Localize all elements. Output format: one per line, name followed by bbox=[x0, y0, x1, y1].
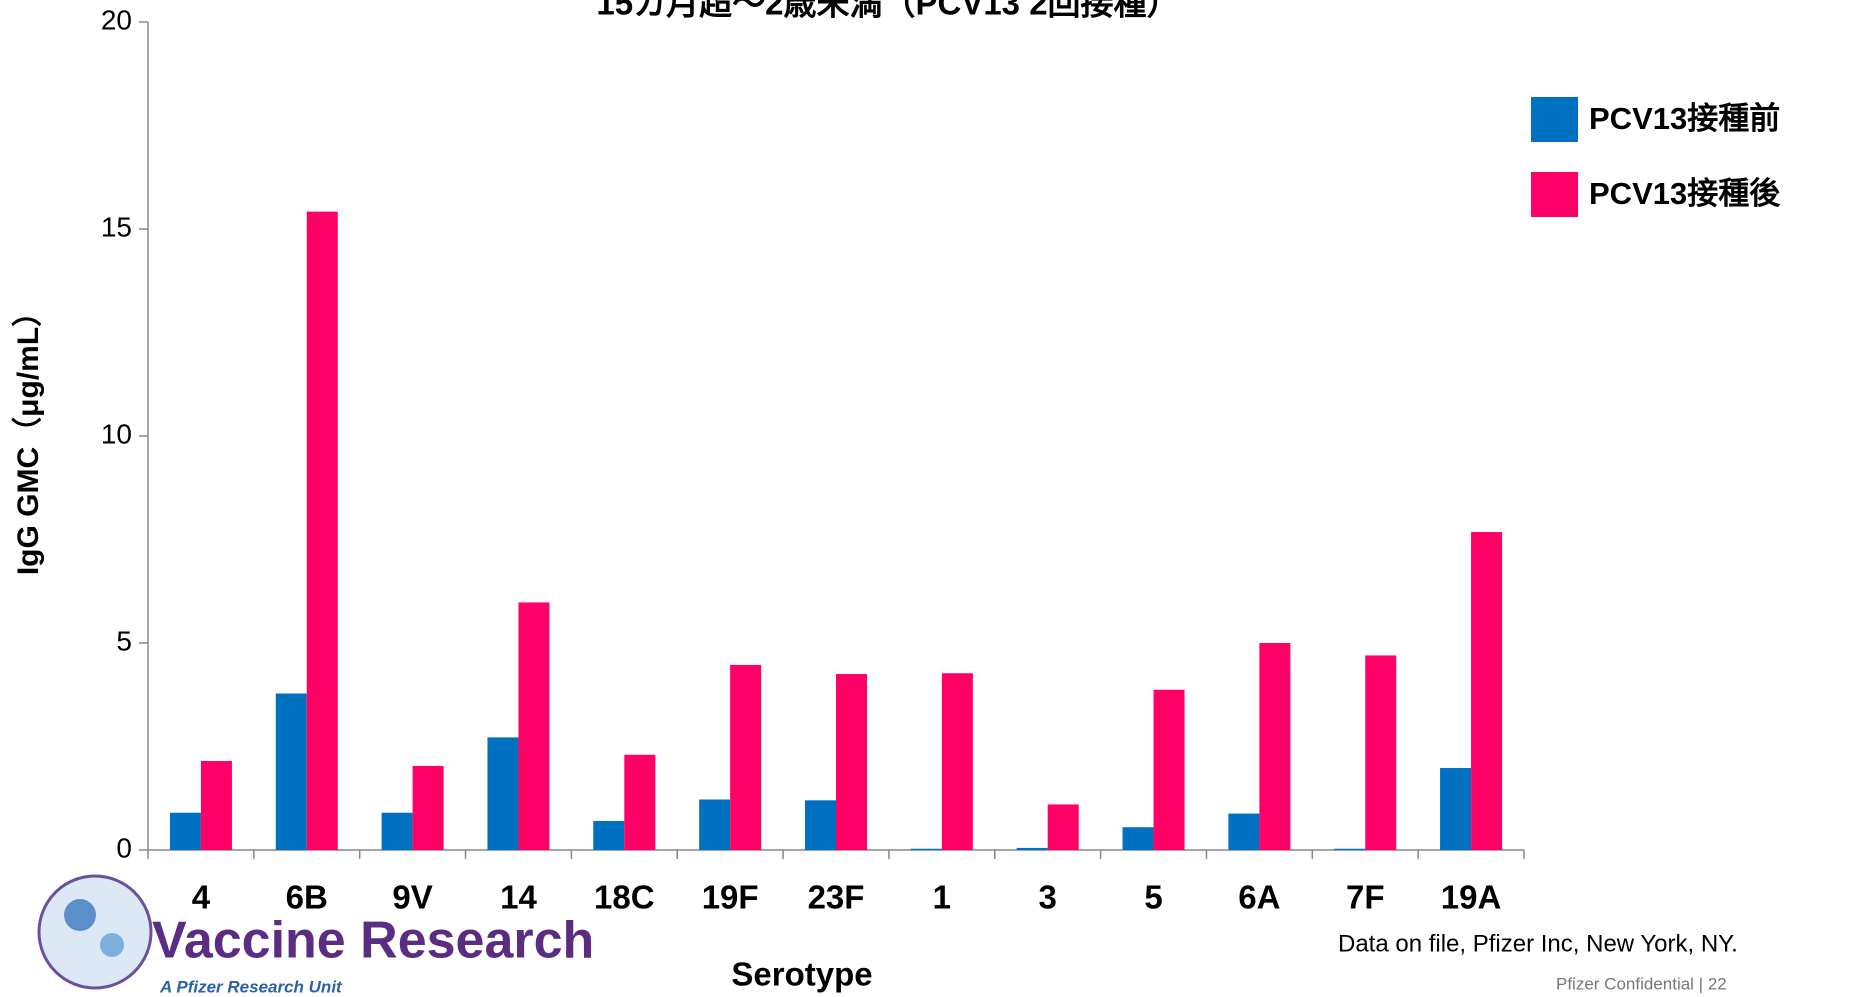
x-tick-label: 4 bbox=[192, 879, 211, 916]
bar bbox=[200, 760, 232, 850]
y-tick-label: 5 bbox=[116, 625, 132, 656]
bar bbox=[699, 799, 731, 850]
bar bbox=[941, 673, 973, 850]
bar bbox=[624, 754, 656, 850]
x-axis-label: Serotype bbox=[731, 956, 872, 993]
x-tick-label: 6B bbox=[286, 879, 328, 916]
legend-label: PCV13接種前 bbox=[1589, 101, 1780, 136]
logo-emblem bbox=[64, 899, 96, 931]
logo-emblem bbox=[37, 874, 153, 990]
logo-emblem bbox=[100, 933, 124, 957]
y-tick-label: 15 bbox=[101, 211, 132, 242]
x-tick-label: 18C bbox=[594, 879, 655, 916]
bar bbox=[910, 848, 942, 850]
logo-title: Vaccine Research bbox=[152, 912, 594, 970]
x-tick-label: 19A bbox=[1441, 879, 1502, 916]
x-tick-label: 6A bbox=[1238, 879, 1280, 916]
chart-title: 15カ月超～2歳未満（PCV13 2回接種） bbox=[596, 0, 1179, 22]
y-axis-label: IgG GMC（μg/mL） bbox=[11, 297, 45, 575]
bar bbox=[1365, 655, 1397, 850]
bar bbox=[275, 693, 307, 850]
bar bbox=[836, 674, 867, 850]
x-tick-label: 14 bbox=[500, 879, 537, 916]
bar bbox=[1047, 804, 1079, 850]
bar bbox=[1122, 827, 1154, 850]
confidential-note: Pfizer Confidential | 22 bbox=[1556, 974, 1727, 993]
y-tick-label: 10 bbox=[101, 418, 132, 449]
bar bbox=[593, 821, 625, 850]
bar bbox=[487, 737, 519, 850]
x-tick-label: 23F bbox=[808, 879, 865, 916]
logo: Vaccine Research A Pfizer Research Unit bbox=[37, 874, 594, 996]
bar bbox=[805, 800, 836, 850]
bar bbox=[412, 765, 444, 850]
x-tick-label: 3 bbox=[1039, 879, 1057, 916]
bar bbox=[730, 664, 762, 850]
bar bbox=[1259, 643, 1291, 850]
bar bbox=[518, 602, 550, 850]
x-tick-label: 5 bbox=[1144, 879, 1162, 916]
legend-swatch bbox=[1531, 172, 1578, 217]
legend-label: PCV13接種後 bbox=[1589, 176, 1781, 211]
bar bbox=[306, 211, 338, 850]
bar bbox=[1228, 813, 1260, 850]
bar bbox=[1153, 689, 1185, 850]
bar bbox=[1471, 532, 1503, 850]
y-tick-label: 20 bbox=[101, 4, 132, 35]
x-tick-label: 9V bbox=[392, 879, 432, 916]
x-tick-label: 1 bbox=[933, 879, 951, 916]
y-tick-label: 0 bbox=[116, 832, 132, 863]
bar bbox=[381, 812, 413, 850]
legend-swatch bbox=[1531, 97, 1578, 142]
x-tick-label: 19F bbox=[702, 879, 759, 916]
logo-subtitle: A Pfizer Research Unit bbox=[159, 977, 343, 996]
bar bbox=[1016, 847, 1048, 850]
bar bbox=[1334, 848, 1366, 850]
bar bbox=[1440, 768, 1472, 850]
bar bbox=[169, 812, 201, 850]
source-note: Data on file, Pfizer Inc, New York, NY. bbox=[1338, 930, 1738, 957]
x-tick-label: 7F bbox=[1346, 879, 1385, 916]
